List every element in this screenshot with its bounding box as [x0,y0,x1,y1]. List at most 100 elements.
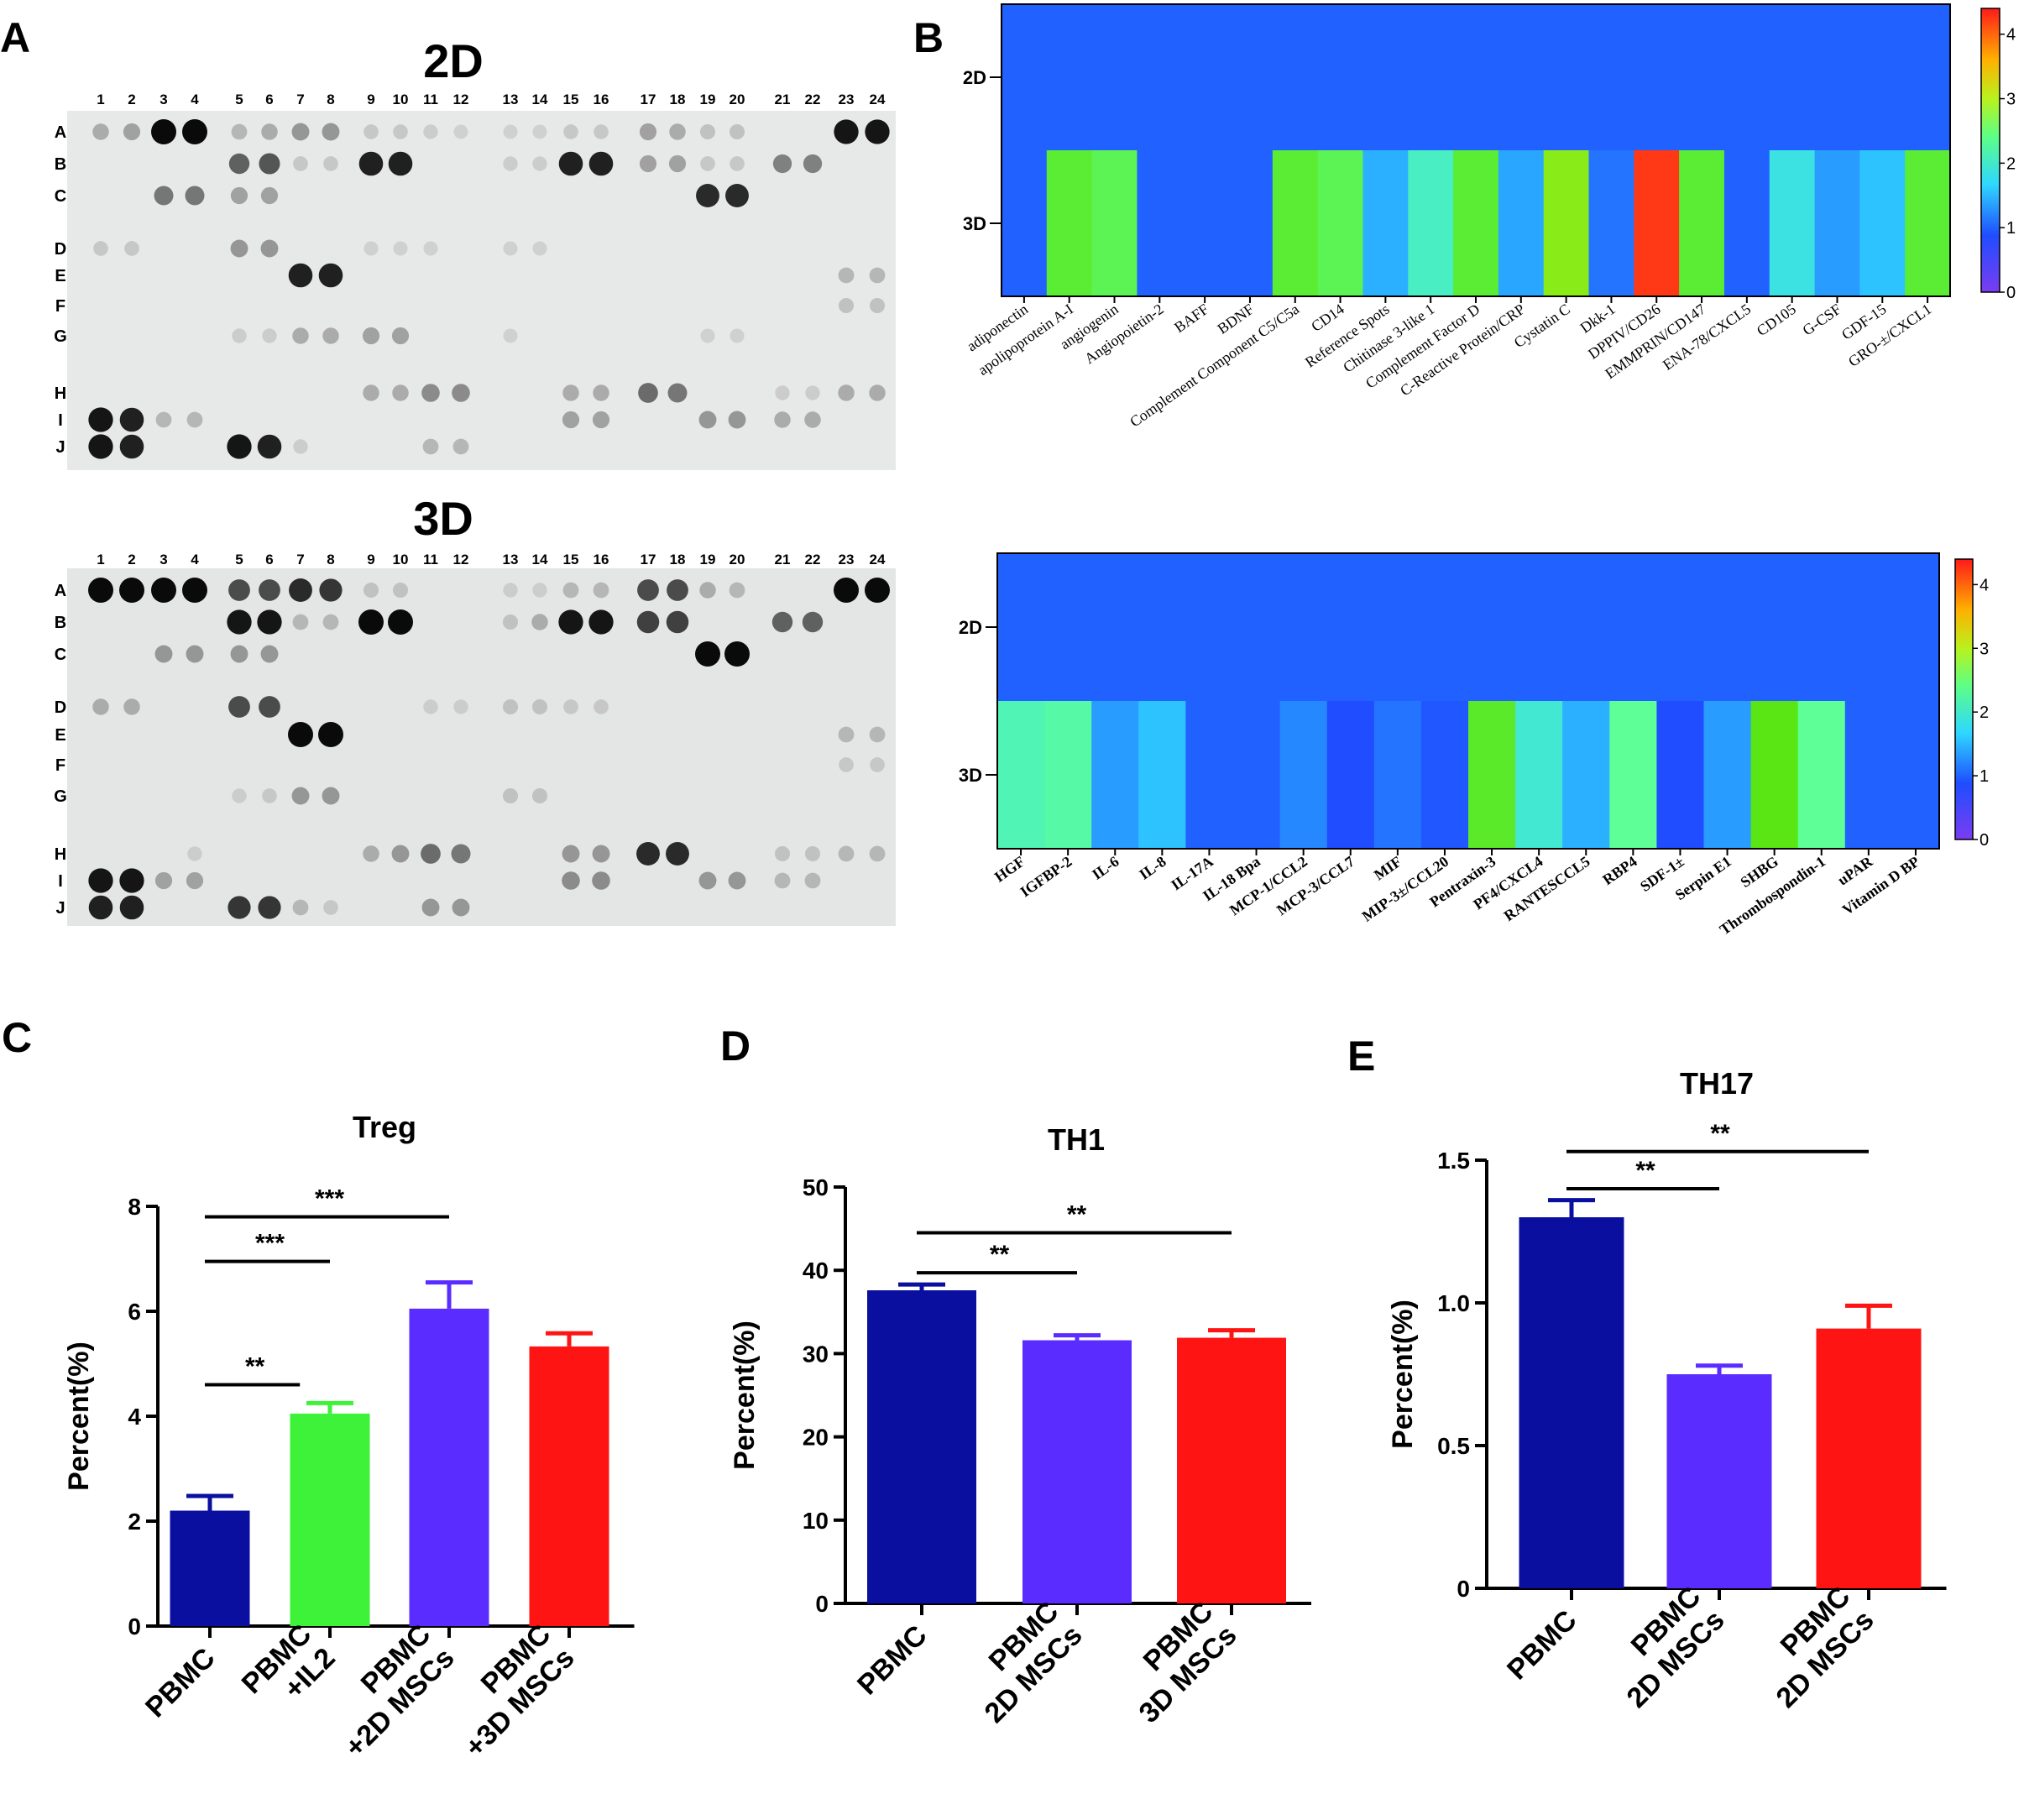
bar [1666,1374,1772,1588]
blot-spot [228,896,251,919]
blot-spot [293,156,308,171]
blot-spot [869,297,886,314]
blot-spot [452,384,470,402]
blot-spot [503,583,518,598]
heatmap-column-label: MIF [1371,853,1404,883]
blot-spot [151,578,176,603]
heatmap-cell [1002,150,1048,297]
bar [290,1413,370,1626]
column-number: 1 [97,552,104,567]
x-tick-label: PBMC+IL2 [236,1619,342,1706]
colorbar-tick-label: 2 [1980,703,1989,722]
blot-spot [563,124,578,139]
column-number: 21 [775,552,791,567]
blot-spot [260,645,279,663]
y-tick-label: 30 [803,1341,829,1367]
column-number: 2 [128,552,135,567]
heatmap-column-label: BAFF [1171,301,1211,336]
column-number: 14 [532,552,548,567]
blot-spot [292,614,309,630]
blot-spot [292,899,309,916]
bar-chart-treg: Treg Percent(%) 0 2 4 6 8 PBMC PBMC+IL2 PBMC+2D M… [63,1110,635,1764]
heatmap-cell [1634,150,1680,297]
blot-spot [774,411,791,428]
heatmap-cell [1844,701,1893,850]
blot-spot [774,872,791,889]
blot-spot [728,871,746,890]
column-number: 7 [296,92,304,107]
x-tick-label-line: PBMC [139,1642,222,1724]
blot-spot [562,845,580,863]
heatmap-cell [1091,701,1139,850]
y-tick-label: 0.5 [1437,1433,1470,1459]
heatmap-column-label: CD105 [1754,301,1799,339]
blot-spot [729,123,745,140]
blot-spot [318,722,343,747]
blot-spot [593,384,609,401]
column-number: 23 [839,92,855,107]
blot-spot [724,641,750,667]
colorbar-tick-label: 3 [1980,640,1989,658]
blot-spot [865,119,890,144]
column-number: 13 [503,552,519,567]
heatmap-cell [1091,4,1138,151]
significance-label: ** [1067,1201,1087,1229]
blot-spot [154,186,174,206]
bar [409,1308,489,1626]
blot-spot [363,124,379,139]
blot-spot [182,119,207,144]
column-number: 6 [265,92,273,107]
blot-spot [562,384,579,401]
colorbar-tick-label: 1 [2006,219,2016,238]
column-number: 15 [563,92,579,107]
column-number: 15 [563,552,579,567]
column-number: 20 [730,92,745,107]
row-label: D [55,240,66,259]
blot-spot [392,582,409,599]
significance-label: *** [255,1230,285,1258]
row-label: J [55,899,65,918]
blot-spot [186,645,204,663]
column-number: 13 [503,92,519,107]
heatmap-cell [1703,701,1752,850]
blot-spot [838,297,855,314]
blot-spot [639,123,657,141]
blot-spot [594,699,609,714]
blot-spot [262,328,277,343]
blot-spot [230,645,248,663]
heatmap-cell [1814,4,1860,151]
column-number: 11 [423,552,438,567]
y-axis-label: Percent(%) [729,1321,761,1470]
blot-spot [92,123,109,140]
column-number: 9 [367,552,374,567]
blot-spot [228,153,250,175]
blot-spot [363,384,379,401]
heatmap-row-label: 2D [959,617,982,638]
row-label: J [55,438,65,457]
y-tick-label: 40 [803,1258,829,1284]
heatmap-frame [996,552,1940,850]
blot-spot [423,241,438,256]
heatmap-cell [1891,701,1940,850]
heatmap-cell [1562,701,1610,850]
heatmap-cell [1543,4,1590,151]
blot-spot [531,698,548,715]
blot-spot [531,787,548,804]
heatmap-cell [1859,4,1906,151]
blot-spot [186,411,203,428]
blot-spot [775,385,790,400]
colorbar [1954,558,1974,840]
column-number: 7 [296,552,304,567]
row-label: F [55,756,65,775]
blot-spot [322,787,340,805]
y-tick-label: 4 [128,1404,141,1430]
heatmap-cell [1891,553,1940,702]
blot-spot [771,611,793,633]
row-label: A [55,582,66,600]
blot-spot [453,124,468,139]
colorbar-tick-label: 0 [2006,284,2016,302]
blot-spot [532,583,547,598]
blot-spot [423,699,438,714]
blot-spot [363,845,379,862]
